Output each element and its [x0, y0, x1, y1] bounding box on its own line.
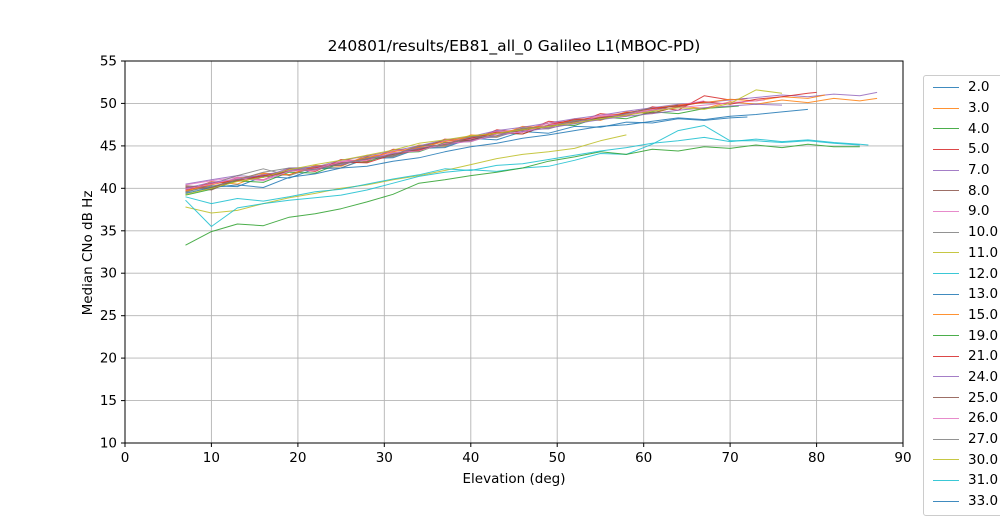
legend-item: 19.0 [933, 325, 1000, 346]
legend-line-sample [933, 459, 959, 461]
series-line-26.0 [185, 99, 765, 190]
legend-item: 26.0 [933, 408, 1000, 429]
legend-line-sample [933, 314, 959, 316]
x-tick-label: 40 [462, 450, 479, 466]
legend-line-sample [933, 148, 959, 150]
legend-line-sample [933, 293, 959, 295]
x-tick-label: 60 [635, 450, 652, 466]
legend-label: 9.0 [968, 203, 990, 220]
y-tick-label: 30 [100, 266, 117, 282]
legend-label: 31.0 [968, 472, 999, 489]
legend-label: 33.0 [968, 493, 999, 510]
x-tick-label: 90 [894, 450, 911, 466]
y-tick-label: 25 [100, 308, 117, 324]
x-axis-label: Elevation (deg) [462, 471, 566, 487]
series-line-19.0 [185, 143, 860, 246]
y-tick-label: 10 [100, 436, 117, 452]
y-tick-label: 35 [100, 223, 117, 239]
chart-title: 240801/results/EB81_all_0 Galileo L1(MBO… [327, 37, 701, 55]
legend-line-sample [933, 190, 959, 192]
legend-item: 2.0 [933, 77, 1000, 98]
legend-line-sample [933, 376, 959, 378]
legend-line-sample [933, 231, 959, 233]
x-tick-label: 50 [549, 450, 566, 466]
legend-label: 11.0 [968, 244, 999, 261]
legend-label: 5.0 [968, 141, 990, 158]
legend-item: 13.0 [933, 284, 1000, 305]
legend-item: 4.0 [933, 118, 1000, 139]
legend-line-sample [933, 86, 959, 88]
figure: 240801/results/EB81_all_0 Galileo L1(MBO… [80, 37, 1000, 516]
legend-label: 4.0 [968, 120, 990, 137]
y-tick-label: 55 [100, 54, 117, 70]
legend-line-sample [933, 252, 959, 254]
legend-label: 3.0 [968, 100, 990, 117]
legend-label: 24.0 [968, 368, 999, 385]
legend: 2.0 3.0 4.0 5.0 7.0 8.0 9.0 10.0 11.0 12.0 13.0 15.… [923, 75, 1000, 516]
legend-item: 8.0 [933, 180, 1000, 201]
legend-item: 12.0 [933, 263, 1000, 284]
legend-item: 5.0 [933, 139, 1000, 160]
legend-item: 25.0 [933, 387, 1000, 408]
y-tick-label: 50 [100, 96, 117, 112]
legend-item: 15.0 [933, 305, 1000, 326]
x-tick-label: 20 [289, 450, 306, 466]
x-tick-label: 70 [722, 450, 739, 466]
legend-line-sample [933, 500, 959, 502]
y-tick-label: 15 [100, 393, 117, 409]
legend-item: 27.0 [933, 429, 1000, 450]
series-line-12.0 [185, 125, 860, 227]
legend-label: 7.0 [968, 162, 990, 179]
legend-label: 13.0 [968, 286, 999, 303]
x-tick-label: 10 [203, 450, 220, 466]
legend-line-sample [933, 169, 959, 171]
legend-label: 26.0 [968, 410, 999, 427]
legend-line-sample [933, 438, 959, 440]
legend-line-sample [933, 107, 959, 109]
x-tick-label: 80 [808, 450, 825, 466]
y-tick-label: 45 [100, 138, 117, 154]
legend-label: 30.0 [968, 451, 999, 468]
legend-line-sample [933, 417, 959, 419]
legend-label: 27.0 [968, 431, 999, 448]
series-line-15.0 [185, 94, 826, 192]
legend-item: 9.0 [933, 201, 1000, 222]
legend-line-sample [933, 479, 959, 481]
y-axis-label: Median CNo dB Hz [80, 190, 96, 316]
series-line-13.0 [185, 108, 808, 194]
legend-label: 2.0 [968, 79, 990, 96]
series-line-31.0 [185, 136, 869, 205]
legend-label: 12.0 [968, 265, 999, 282]
y-tick-label: 20 [100, 351, 117, 367]
legend-label: 15.0 [968, 306, 999, 323]
series-line-30.0 [185, 89, 783, 195]
legend-label: 8.0 [968, 182, 990, 199]
legend-line-sample [933, 128, 959, 130]
legend-line-sample [933, 335, 959, 337]
legend-line-sample [933, 210, 959, 212]
legend-label: 25.0 [968, 389, 999, 406]
series-line-4.0 [185, 105, 739, 196]
y-tick-label: 40 [100, 181, 117, 197]
legend-item: 33.0 [933, 491, 1000, 512]
legend-item: 10.0 [933, 222, 1000, 243]
legend-item: 11.0 [933, 243, 1000, 264]
legend-item: 24.0 [933, 367, 1000, 388]
x-tick-label: 0 [121, 450, 130, 466]
legend-item: 3.0 [933, 98, 1000, 119]
series-line-27.0 [185, 107, 653, 193]
legend-label: 10.0 [968, 224, 999, 241]
legend-line-sample [933, 355, 959, 357]
legend-label: 19.0 [968, 327, 999, 344]
legend-item: 7.0 [933, 160, 1000, 181]
legend-item: 30.0 [933, 449, 1000, 470]
legend-label: 21.0 [968, 348, 999, 365]
x-tick-label: 30 [376, 450, 393, 466]
legend-line-sample [933, 273, 959, 275]
legend-line-sample [933, 397, 959, 399]
plot-frame [124, 60, 904, 444]
legend-item: 31.0 [933, 470, 1000, 491]
legend-item: 21.0 [933, 346, 1000, 367]
